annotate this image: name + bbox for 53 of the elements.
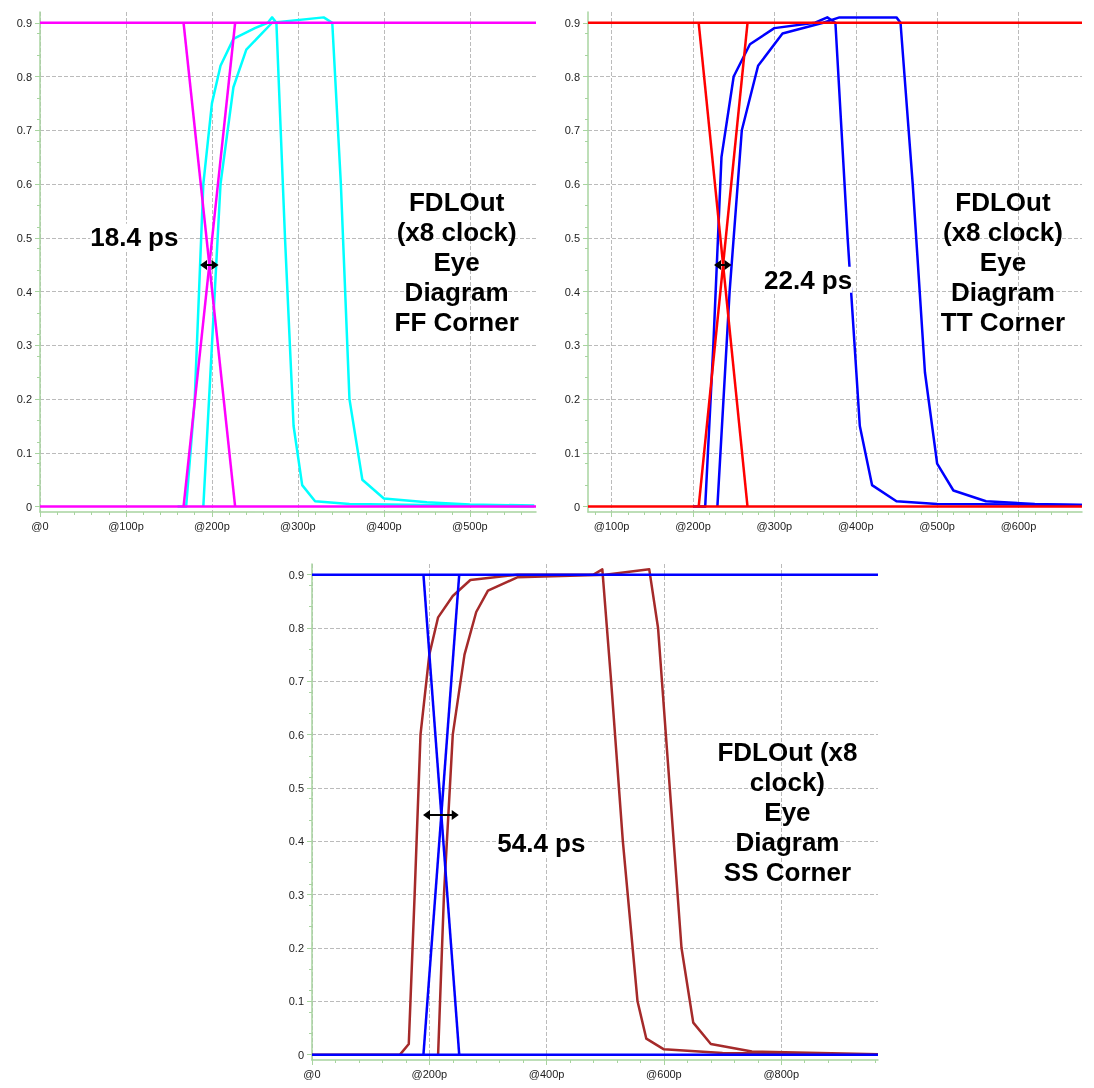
y-tick-label: 0.6	[16, 178, 32, 191]
y-tick-label: 0.2	[288, 942, 304, 954]
annotation: FDLOut (x8 clock) Eye Diagram TT Corner	[940, 187, 1066, 337]
x-tick-label: @100p	[108, 519, 144, 532]
x-tick-label: @400p	[366, 519, 402, 532]
y-tick-label: 0.9	[288, 568, 304, 581]
x-tick-label: @300p	[756, 519, 793, 532]
y-tick-label: 0	[573, 500, 580, 513]
x-tick-label: @500p	[919, 519, 955, 532]
y-tick-label: 0.5	[564, 231, 580, 244]
x-tick-label: @300p	[280, 519, 316, 532]
x-tick-label: @0	[31, 519, 49, 532]
y-tick-label: 0.9	[16, 16, 32, 29]
y-tick-label: 0.7	[564, 124, 580, 137]
y-tick-label: 0.4	[288, 835, 304, 848]
x-tick-label: @200p	[194, 519, 230, 532]
annotation: 54.4 ps	[497, 827, 586, 858]
annotation: 18.4 ps	[90, 221, 179, 252]
y-tick-label: 0.4	[16, 285, 32, 298]
x-tick-label: @400p	[528, 1067, 565, 1080]
y-tick-label: 0	[297, 1048, 304, 1061]
y-tick-label: 0.1	[288, 995, 304, 1008]
x-tick-label: @600p	[1000, 519, 1037, 532]
annotation: FDLOut (x8 clock) Eye Diagram FF Corner	[394, 187, 519, 337]
y-tick-label: 0.9	[564, 16, 580, 29]
y-tick-label: 0.1	[16, 446, 32, 459]
x-tick-label: @600p	[646, 1067, 682, 1080]
x-tick-label: @100p	[593, 519, 630, 532]
y-tick-label: 0.6	[288, 728, 304, 741]
y-tick-label: 0.2	[16, 393, 32, 406]
y-tick-label: 0.8	[288, 622, 304, 634]
x-tick-label: @200p	[675, 519, 711, 532]
y-tick-label: 0.5	[288, 782, 304, 794]
y-tick-label: 0.3	[288, 888, 304, 901]
x-tick-label: @200p	[411, 1067, 448, 1080]
y-tick-label: 0.3	[564, 339, 580, 352]
x-tick-label: @400p	[837, 519, 874, 532]
x-tick-label: @0	[303, 1067, 321, 1080]
annotation: FDLOut (x8 clock) Eye Diagram SS Corner	[717, 737, 858, 887]
y-tick-label: 0.6	[564, 178, 580, 191]
x-tick-label: @500p	[451, 519, 488, 532]
y-tick-label: 0.8	[564, 70, 580, 83]
y-tick-label: 0.2	[564, 393, 580, 406]
y-tick-label: 0.4	[564, 285, 580, 298]
y-tick-label: 0.7	[16, 124, 32, 137]
y-tick-label: 0.1	[564, 446, 580, 459]
y-tick-label: 0.5	[16, 231, 32, 244]
y-tick-label: 0.3	[16, 339, 32, 352]
x-tick-label: @800p	[763, 1067, 800, 1080]
y-tick-label: 0.7	[288, 675, 304, 688]
annotation: 22.4 ps	[764, 264, 853, 295]
y-tick-label: 0.8	[16, 70, 32, 83]
y-tick-label: 0	[25, 500, 32, 513]
